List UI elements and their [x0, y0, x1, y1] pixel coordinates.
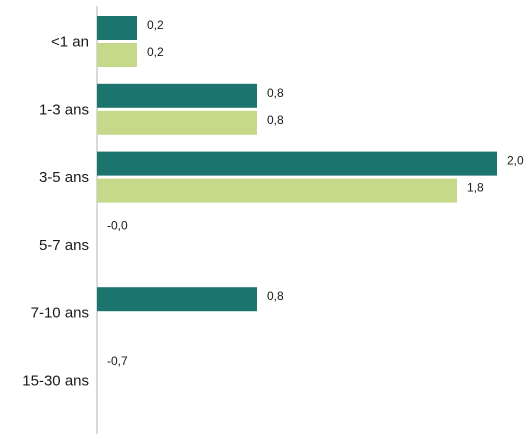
category-label-5-7-ans: 5-7 ans	[39, 237, 89, 254]
data-label-series1-3-5-ans: 2,0	[507, 154, 524, 168]
bar-series1-7-10-ans	[97, 287, 257, 312]
category-labels: <1 an 1-3 ans 3-5 ans 5-7 ans 7-10 ans 15-30 …	[22, 34, 89, 390]
category-label-1-an: <1 an	[51, 34, 89, 51]
data-labels: 0,2 0,2 0,8 0,8 2,0 1,8 -0,0 0,8 -0,7	[107, 18, 524, 368]
category-label-7-10-ans: 7-10 ans	[31, 305, 89, 322]
bar-series2-1-3-ans	[97, 110, 257, 135]
data-label-series1-15-30-ans: -0,7	[107, 354, 128, 368]
data-label-series1-1-3-ans: 0,8	[267, 86, 284, 100]
bar-series1-1-3-ans	[97, 83, 257, 108]
data-label-series1-5-7-ans: -0,0	[107, 218, 128, 232]
bar-series2-3-5-ans	[97, 178, 457, 203]
data-label-series2-3-5-ans: 1,8	[467, 181, 484, 195]
data-label-series2-1-3-ans: 0,8	[267, 113, 284, 127]
bar-series1-1-an	[97, 16, 137, 40]
bars	[97, 16, 497, 312]
bar-series2-1-an	[97, 43, 137, 67]
category-label-3-5-ans: 3-5 ans	[39, 169, 89, 186]
data-label-series1-7-10-ans: 0,8	[267, 289, 284, 303]
data-label-series1-1-an: 0,2	[147, 18, 164, 32]
category-label-1-3-ans: 1-3 ans	[39, 101, 89, 118]
bar-series1-3-5-ans	[97, 151, 497, 176]
category-label-15-30-ans: 15-30 ans	[22, 373, 89, 390]
data-label-series2-1-an: 0,2	[147, 45, 164, 59]
